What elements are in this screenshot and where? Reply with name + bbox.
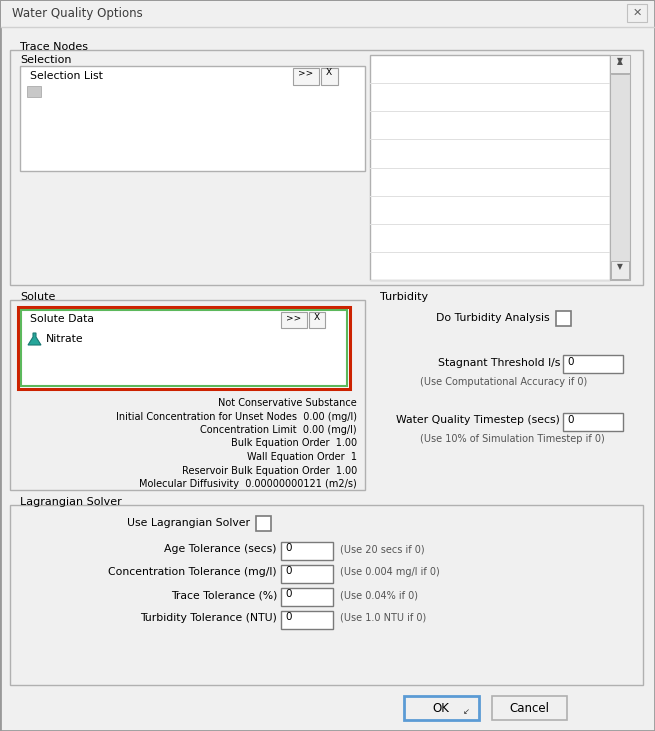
Text: ▼: ▼ xyxy=(617,56,623,65)
Text: 0: 0 xyxy=(285,589,291,599)
Text: >>: >> xyxy=(299,68,314,77)
Text: Not Conservative Substance: Not Conservative Substance xyxy=(218,398,357,408)
Text: Do Turbidity Analysis: Do Turbidity Analysis xyxy=(436,313,550,323)
Text: Reservoir Bulk Equation Order  1.00: Reservoir Bulk Equation Order 1.00 xyxy=(181,466,357,475)
Text: (Use 10% of Simulation Timestep if 0): (Use 10% of Simulation Timestep if 0) xyxy=(420,434,605,444)
Bar xyxy=(281,312,307,328)
Text: >>: >> xyxy=(286,313,301,322)
Bar xyxy=(10,505,643,685)
Bar xyxy=(404,696,479,720)
Bar xyxy=(21,310,347,386)
Text: 0: 0 xyxy=(567,415,574,425)
Bar xyxy=(1,1,654,27)
Polygon shape xyxy=(28,333,41,345)
Text: Water Quality Timestep (secs): Water Quality Timestep (secs) xyxy=(396,415,560,425)
Text: Selection: Selection xyxy=(20,55,71,65)
Text: Solute Data: Solute Data xyxy=(30,314,94,324)
Bar xyxy=(281,565,333,583)
Text: Water Quality Options: Water Quality Options xyxy=(12,7,143,20)
Text: Selection List: Selection List xyxy=(30,71,103,81)
Text: ▲: ▲ xyxy=(617,57,623,66)
Text: 0: 0 xyxy=(567,357,574,367)
Text: (Use Computational Accuracy if 0): (Use Computational Accuracy if 0) xyxy=(420,377,588,387)
Text: 0: 0 xyxy=(285,612,291,622)
Text: Cancel: Cancel xyxy=(509,702,549,714)
Text: Nitrate: Nitrate xyxy=(46,334,84,344)
Bar xyxy=(309,312,325,328)
Text: Concentration Limit  0.00 (mg/l): Concentration Limit 0.00 (mg/l) xyxy=(200,425,357,435)
Text: Bulk Equation Order  1.00: Bulk Equation Order 1.00 xyxy=(231,439,357,449)
Text: ▼: ▼ xyxy=(617,262,623,271)
Text: X: X xyxy=(326,68,332,77)
Bar xyxy=(18,307,350,389)
Bar xyxy=(611,56,629,74)
Bar xyxy=(610,55,630,280)
Bar xyxy=(281,611,333,629)
Bar xyxy=(610,55,630,73)
Text: Wall Equation Order  1: Wall Equation Order 1 xyxy=(247,452,357,462)
Text: 0: 0 xyxy=(285,543,291,553)
Bar xyxy=(10,300,365,490)
Bar xyxy=(556,311,571,326)
Bar xyxy=(627,4,647,22)
Text: Stagnant Threshold l/s: Stagnant Threshold l/s xyxy=(438,358,560,368)
Text: Lagrangian Solver: Lagrangian Solver xyxy=(20,497,122,507)
Text: Initial Concentration for Unset Nodes  0.00 (mg/l): Initial Concentration for Unset Nodes 0.… xyxy=(116,412,357,422)
Bar xyxy=(293,68,319,85)
Bar xyxy=(563,413,623,431)
Bar xyxy=(370,55,610,280)
Bar xyxy=(492,696,567,720)
Bar xyxy=(10,50,643,285)
Text: Molecular Diffusivity  0.00000000121 (m2/s): Molecular Diffusivity 0.00000000121 (m2/… xyxy=(140,479,357,489)
Text: ↙: ↙ xyxy=(463,708,470,716)
Bar xyxy=(611,261,629,279)
Bar xyxy=(281,542,333,560)
Text: (Use 0.04% if 0): (Use 0.04% if 0) xyxy=(340,590,418,600)
Bar xyxy=(563,355,623,373)
Text: Trace Tolerance (%): Trace Tolerance (%) xyxy=(170,590,277,600)
Text: Turbidity: Turbidity xyxy=(380,292,428,302)
Bar xyxy=(20,66,365,171)
Text: ✕: ✕ xyxy=(632,8,642,18)
Bar xyxy=(27,86,41,97)
Bar xyxy=(321,68,338,85)
Text: Solute: Solute xyxy=(20,292,56,302)
Text: Use Lagrangian Solver: Use Lagrangian Solver xyxy=(127,518,250,528)
Text: 0: 0 xyxy=(285,566,291,576)
Text: Trace Nodes: Trace Nodes xyxy=(20,42,88,52)
Text: Concentration Tolerance (mg/l): Concentration Tolerance (mg/l) xyxy=(108,567,277,577)
Text: (Use 1.0 NTU if 0): (Use 1.0 NTU if 0) xyxy=(340,613,426,623)
Bar xyxy=(281,588,333,606)
Bar xyxy=(256,516,271,531)
Text: Age Tolerance (secs): Age Tolerance (secs) xyxy=(164,544,277,554)
Text: (Use 0.004 mg/l if 0): (Use 0.004 mg/l if 0) xyxy=(340,567,440,577)
Text: (Use 20 secs if 0): (Use 20 secs if 0) xyxy=(340,544,424,554)
Text: OK: OK xyxy=(432,702,449,714)
Text: X: X xyxy=(314,313,320,322)
Text: Turbidity Tolerance (NTU): Turbidity Tolerance (NTU) xyxy=(140,613,277,623)
